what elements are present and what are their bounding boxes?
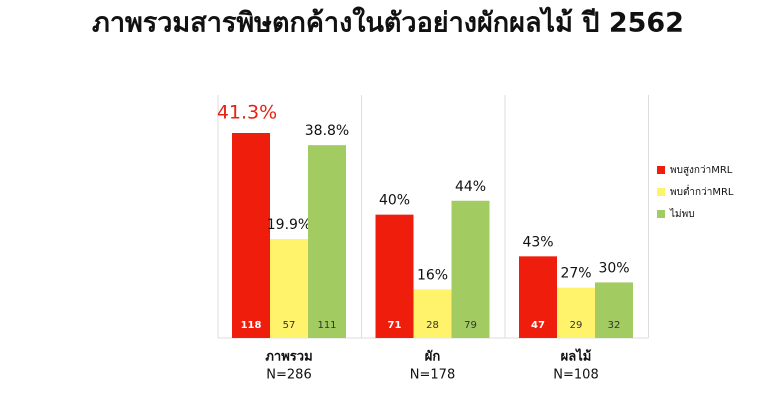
value-label: 27% — [560, 266, 591, 282]
value-label: 30% — [598, 260, 629, 276]
bar — [375, 214, 414, 338]
count-label: 118 — [241, 320, 262, 331]
value-label: 19.9% — [267, 217, 311, 233]
bar — [595, 282, 633, 338]
bar — [270, 238, 308, 338]
legend-swatch — [657, 210, 665, 218]
value-label: 44% — [455, 179, 486, 195]
count-label: 28 — [426, 320, 439, 331]
bar — [557, 287, 595, 338]
value-label: 38.8% — [305, 123, 349, 139]
count-label: 79 — [464, 320, 477, 331]
x-tick-label: ผลไม้ — [561, 348, 592, 365]
value-label: 43% — [522, 234, 553, 250]
value-label: 41.3% — [217, 102, 277, 124]
count-label: 32 — [608, 320, 621, 331]
legend-label: ไม่พบ — [669, 208, 695, 220]
chart-title: ภาพรวมสารพิษตกค้างในตัวอย่างผักผลไม้ ปี … — [92, 7, 684, 39]
bar — [451, 200, 490, 338]
x-tick-label: ภาพรวม — [265, 350, 312, 365]
count-label: 47 — [531, 320, 545, 331]
count-label: 71 — [388, 320, 402, 331]
legend-swatch — [657, 166, 665, 174]
x-tick-sublabel: N=286 — [266, 368, 311, 383]
count-label: 111 — [317, 320, 336, 331]
x-tick-label: ผัก — [425, 350, 441, 365]
legend-label: พบสูงกว่าMRL — [670, 165, 733, 176]
legend-label: พบต่ำกว่าMRL — [670, 184, 734, 198]
x-tick-sublabel: N=178 — [410, 368, 455, 383]
legend-swatch — [657, 188, 665, 196]
bar — [519, 256, 557, 338]
count-label: 29 — [570, 320, 583, 331]
count-label: 57 — [283, 320, 296, 331]
value-label: 40% — [379, 193, 410, 209]
x-tick-sublabel: N=108 — [553, 368, 598, 383]
value-label: 16% — [417, 267, 448, 283]
bar — [308, 145, 346, 338]
bar — [232, 133, 270, 338]
bar — [413, 289, 452, 338]
